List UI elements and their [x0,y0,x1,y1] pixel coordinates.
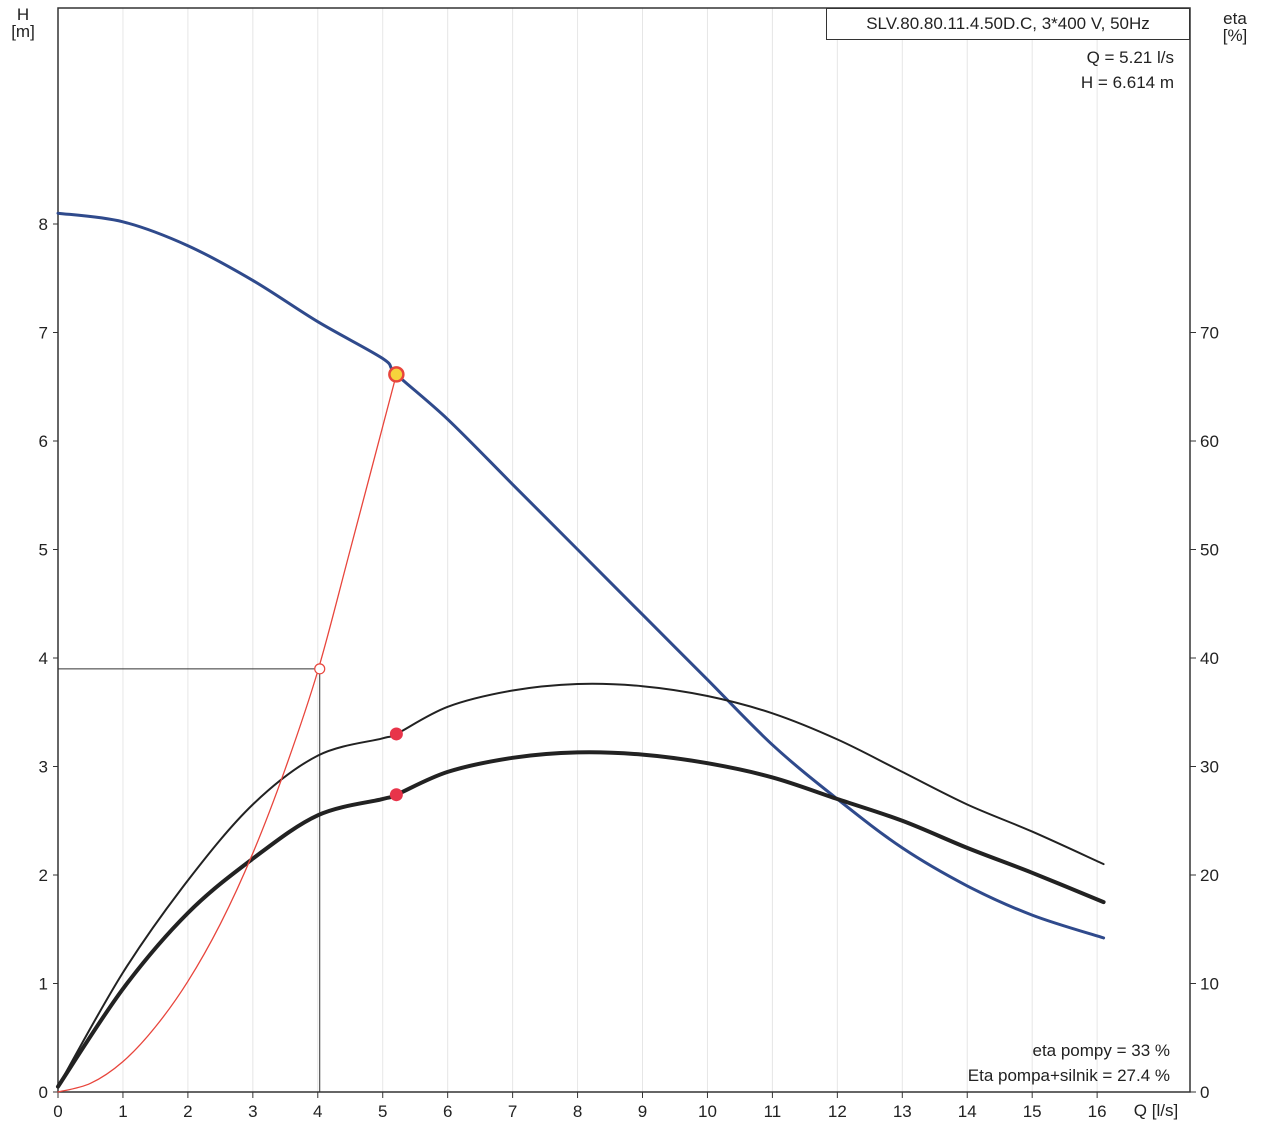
marker-point [314,663,326,675]
x-tick-label-4: 4 [313,1102,322,1121]
y-tick-label-4: 4 [39,649,48,668]
y2-tick-label-60: 60 [1200,432,1219,451]
left-axis-unit: [m] [11,22,35,41]
head-reading: H = 6.614 m [1080,73,1174,92]
pump-model-box: SLV.80.80.11.4.50D.C, 3*400 V, 50Hz [826,8,1190,40]
y-tick-label-7: 7 [39,324,48,343]
series-eta-pompa-silnik-line [56,750,1106,1089]
series-h-line [56,211,1106,940]
series-system-line [57,373,398,1093]
x-tick-label-8: 8 [573,1102,582,1121]
x-tick-label-12: 12 [828,1102,847,1121]
x-tick-label-2: 2 [183,1102,192,1121]
x-tick-label-7: 7 [508,1102,517,1121]
x-tick-label-6: 6 [443,1102,452,1121]
x-tick-label-5: 5 [378,1102,387,1121]
eta-pump-note: eta pompy = 33 % [1032,1041,1170,1060]
flow-reading: Q = 5.21 l/s [1086,48,1174,67]
x-tick-label-9: 9 [638,1102,647,1121]
y-tick-label-2: 2 [39,866,48,885]
x-tick-label-14: 14 [958,1102,977,1121]
x-tick-label-15: 15 [1023,1102,1042,1121]
series-eta-pompy-line [57,682,1105,1088]
x-tick-label-13: 13 [893,1102,912,1121]
y2-tick-label-70: 70 [1200,324,1219,343]
left-axis-symbol: H [16,5,30,24]
y-tick-label-0: 0 [39,1083,48,1102]
y2-tick-label-40: 40 [1200,649,1219,668]
x-tick-label-0: 0 [53,1102,62,1121]
right-axis-label: eta [%] [1212,10,1258,44]
right-axis-unit: [%] [1222,26,1248,45]
eta-pump-point [389,727,403,741]
y-tick-label-6: 6 [39,432,48,451]
x-tick-label-10: 10 [698,1102,717,1121]
left-axis-label: H [m] [6,6,40,40]
y2-tick-label-30: 30 [1200,758,1219,777]
y2-tick-label-10: 10 [1200,975,1219,994]
right-axis-symbol: eta [1223,9,1247,28]
x-tick-label-16: 16 [1088,1102,1107,1121]
y-tick-label-8: 8 [39,215,48,234]
eta-total-note: Eta pompa+silnik = 27.4 % [967,1066,1170,1085]
x-tick-label-3: 3 [248,1102,257,1121]
operating-point [388,366,405,383]
eta-total-point [389,788,403,802]
y2-tick-label-20: 20 [1200,866,1219,885]
y-tick-label-3: 3 [39,758,48,777]
y-tick-label-5: 5 [39,541,48,560]
plot-frame [57,7,1191,1093]
y-tick-label-1: 1 [39,975,48,994]
x-tick-label-11: 11 [764,1102,782,1121]
x-axis-label: Q [l/s] [1133,1101,1179,1120]
y2-tick-label-50: 50 [1200,541,1219,560]
x-tick-label-1: 1 [118,1102,127,1121]
y2-tick-label-0: 0 [1200,1083,1209,1102]
